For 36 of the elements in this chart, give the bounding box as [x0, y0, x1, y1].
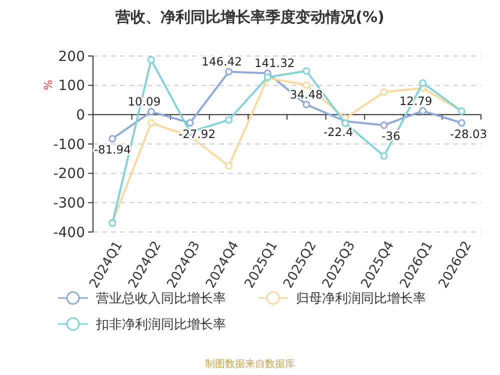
chart-title: 营收、净利同比增长率季度变动情况(%)	[114, 8, 384, 26]
data-label: -28.03	[450, 126, 488, 141]
point	[225, 68, 233, 76]
y-tick-label: -400	[53, 224, 85, 241]
data-label: -27.92	[178, 126, 216, 141]
legend-label: 归母净利润同比增长率	[296, 290, 426, 307]
point	[186, 119, 194, 127]
text: 制图数据来自数据库	[205, 358, 295, 370]
y-tick-label: 0	[76, 108, 85, 124]
point	[458, 119, 466, 127]
point	[147, 119, 155, 127]
y-axis-title: %	[42, 80, 55, 90]
point	[302, 100, 310, 108]
data-label: 34.48	[290, 88, 323, 102]
point	[302, 67, 310, 75]
point	[147, 108, 155, 116]
point	[380, 88, 388, 96]
y-tick-label: -300	[53, 196, 85, 212]
legend-label: 营业总收入同比增长率	[96, 290, 226, 307]
point	[302, 81, 310, 89]
point	[147, 56, 155, 64]
data-label: 141.32	[254, 56, 295, 70]
point	[419, 107, 427, 115]
y-tick-label: 100	[58, 78, 85, 94]
legend-label: 扣非净利润同比增长率	[95, 316, 226, 333]
point	[225, 162, 233, 170]
point	[419, 79, 427, 87]
point	[108, 134, 116, 142]
y-tick-label: -200	[53, 166, 85, 182]
data-label: -22.4	[323, 125, 354, 140]
point	[225, 116, 233, 124]
data-label: 146.42	[202, 54, 242, 69]
point	[380, 152, 388, 160]
point	[380, 121, 388, 129]
y-tick-label: -100	[53, 136, 85, 153]
y-tick-label: 200	[58, 48, 85, 65]
